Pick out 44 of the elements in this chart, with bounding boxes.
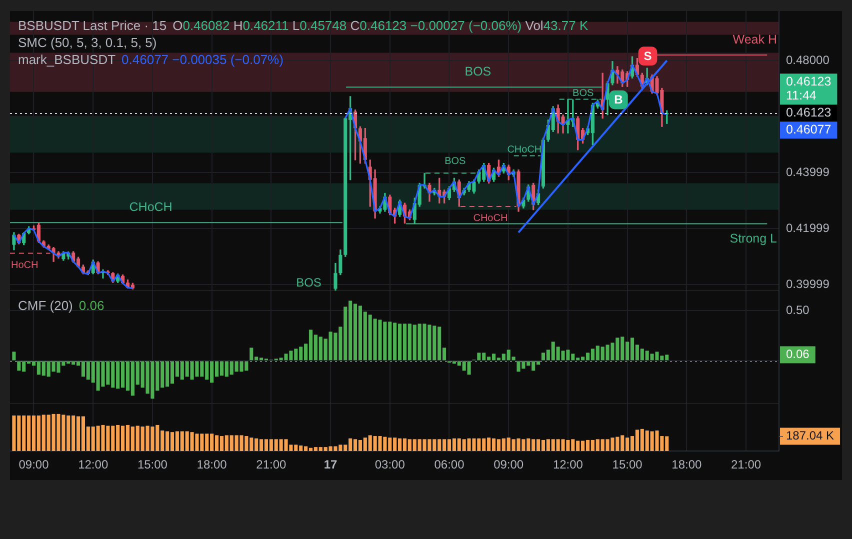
annotation: BOS bbox=[572, 88, 594, 99]
annotation: BOS bbox=[444, 156, 466, 167]
y-tick-label: 187.04 K bbox=[786, 428, 834, 443]
annotation: CHoCH bbox=[473, 213, 508, 224]
x-tick-label: 21:00 bbox=[731, 458, 762, 472]
annotation: mark_BSBUSDT bbox=[18, 52, 116, 67]
x-tick-label: 15:00 bbox=[137, 458, 168, 472]
annotation: HoCH bbox=[10, 260, 38, 271]
x-tick-label: 12:00 bbox=[78, 458, 108, 472]
ref-line-label: 0.46123 bbox=[786, 106, 832, 120]
annotation: CHoCH bbox=[129, 200, 172, 214]
y-tick-label: 0.50 bbox=[786, 303, 810, 318]
text: BSBUSDT Last Price · 15 bbox=[18, 18, 167, 33]
annotation: 0.46077 −0.00035 (−0.07%) bbox=[122, 52, 284, 67]
bar bbox=[12, 352, 16, 360]
data-label: S bbox=[644, 48, 652, 63]
annotation: BOS bbox=[296, 275, 322, 290]
y-tick-label: 0.43999 bbox=[786, 164, 830, 179]
x-tick-label: 17 bbox=[324, 458, 338, 472]
data-label: B bbox=[614, 92, 624, 107]
x-tick-label: 18:00 bbox=[672, 458, 702, 472]
annotation: Weak H bbox=[732, 32, 778, 46]
text: CMF (20) bbox=[18, 298, 73, 313]
y-tick-label: 0.39999 bbox=[786, 276, 830, 291]
annotation: BOS bbox=[464, 64, 492, 79]
x-tick-label: 09:00 bbox=[18, 458, 50, 472]
text: 11:44 bbox=[786, 88, 816, 103]
x-tick-label: 06:00 bbox=[434, 458, 465, 472]
x-tick-label: 12:00 bbox=[552, 458, 584, 472]
x-tick-label: 21:00 bbox=[256, 458, 287, 472]
y-tick-label: 0.48000 bbox=[786, 52, 830, 67]
text: 0.46123 bbox=[786, 74, 832, 89]
annotation: 0.06 bbox=[78, 298, 104, 313]
x-tick-label: 03:00 bbox=[374, 458, 406, 472]
x-tick-label: 09:00 bbox=[494, 458, 524, 472]
text: 0.46077 bbox=[786, 122, 832, 137]
y-tick-label: 0.06 bbox=[786, 347, 810, 362]
y-tick-label: 0.41999 bbox=[786, 220, 830, 235]
text: O0.46082 H0.46211 L0.45748 C0.46123 −0.00027 (−0.06%) Vol43.77 K bbox=[172, 18, 588, 33]
annotation: Strong L bbox=[730, 231, 778, 246]
x-tick-label: 18:00 bbox=[196, 458, 228, 472]
x-tick-label: 15:00 bbox=[612, 458, 643, 472]
text: SMC (50, 5, 3, 0.1, 5, 5) bbox=[18, 35, 157, 50]
annotation: CHoCH bbox=[507, 144, 542, 156]
